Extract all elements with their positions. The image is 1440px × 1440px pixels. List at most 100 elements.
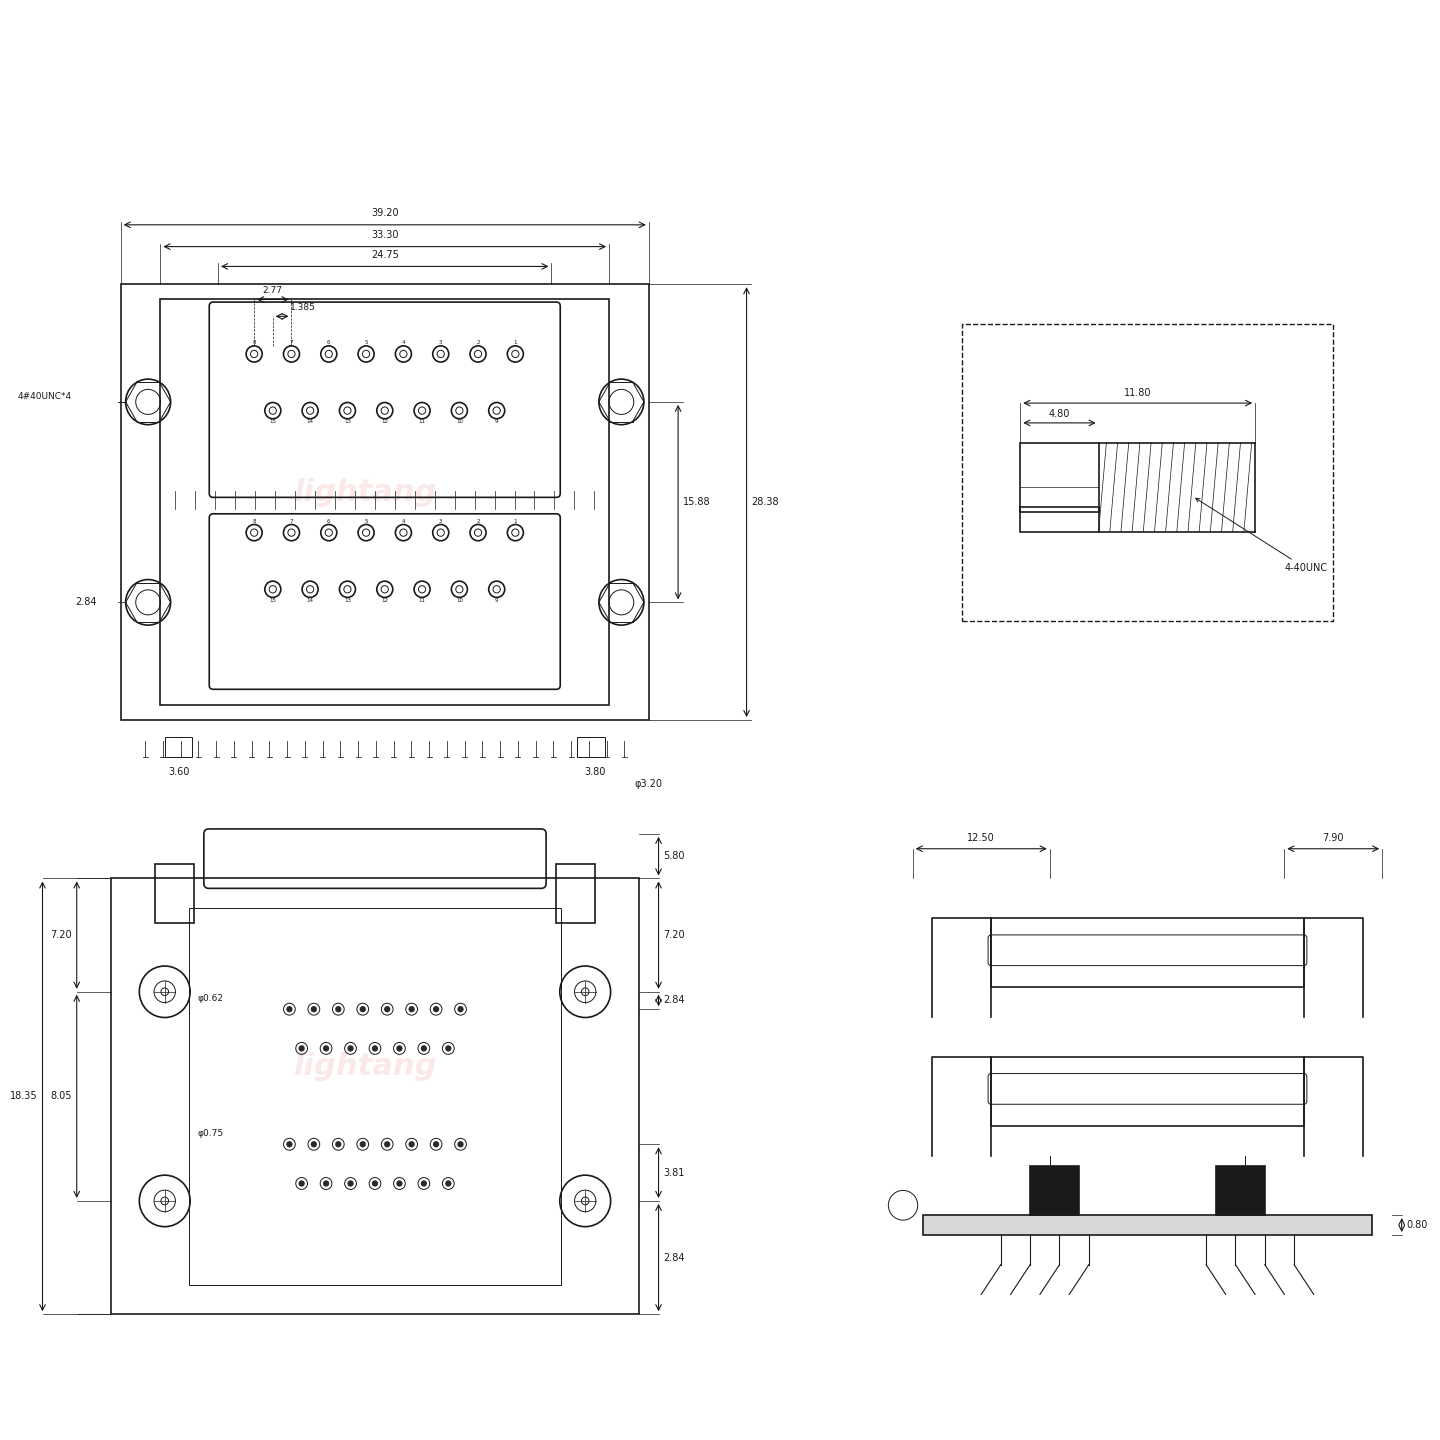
Text: 7.20: 7.20 [664, 930, 685, 940]
Text: 4: 4 [402, 340, 405, 346]
Text: 10: 10 [456, 598, 462, 603]
Circle shape [311, 1140, 317, 1148]
Text: lightang: lightang [294, 1053, 436, 1081]
Text: 10: 10 [456, 419, 462, 425]
Circle shape [396, 1045, 403, 1051]
Circle shape [409, 1007, 415, 1012]
Circle shape [360, 1140, 366, 1148]
Bar [1215, 1165, 1264, 1215]
Circle shape [458, 1140, 464, 1148]
Bar [1021, 507, 1099, 531]
Circle shape [323, 1181, 330, 1187]
Circle shape [420, 1045, 428, 1051]
Bar [156, 864, 194, 923]
Text: 11: 11 [419, 419, 426, 425]
Circle shape [433, 1007, 439, 1012]
Bar [1030, 1165, 1079, 1215]
Bar [189, 909, 560, 1284]
Circle shape [298, 1181, 305, 1187]
Circle shape [372, 1181, 379, 1187]
Text: 24.75: 24.75 [372, 251, 399, 261]
Text: 3.80: 3.80 [585, 766, 606, 776]
Text: 2.77: 2.77 [264, 285, 282, 295]
Circle shape [298, 1045, 305, 1051]
Text: 0.80: 0.80 [1407, 1220, 1428, 1230]
Text: 2.84: 2.84 [664, 995, 685, 1005]
Circle shape [433, 1140, 439, 1148]
Circle shape [445, 1181, 452, 1187]
Text: 14: 14 [307, 598, 314, 603]
Text: 12: 12 [382, 419, 389, 425]
Text: φ0.62: φ0.62 [197, 994, 223, 1004]
Bar [160, 300, 609, 706]
Text: 5: 5 [364, 518, 367, 524]
Text: 6: 6 [327, 340, 331, 346]
Bar [923, 1215, 1372, 1236]
Text: 2.84: 2.84 [75, 598, 96, 608]
Text: 6: 6 [327, 518, 331, 524]
Circle shape [384, 1007, 390, 1012]
Text: φ3.20: φ3.20 [634, 779, 662, 789]
Bar [164, 737, 192, 756]
Text: 13: 13 [344, 598, 351, 603]
Circle shape [445, 1045, 452, 1051]
Circle shape [360, 1007, 366, 1012]
Text: 1: 1 [514, 518, 517, 524]
Bar [1021, 442, 1099, 513]
Text: 14: 14 [307, 419, 314, 425]
Circle shape [287, 1007, 292, 1012]
Text: 15: 15 [269, 598, 276, 603]
Text: 2.84: 2.84 [664, 1253, 685, 1263]
Text: 12.50: 12.50 [968, 832, 995, 842]
Circle shape [420, 1181, 428, 1187]
Text: 5.80: 5.80 [664, 851, 685, 861]
Text: 15: 15 [269, 419, 276, 425]
Text: 8: 8 [252, 340, 256, 346]
Text: 3: 3 [439, 340, 442, 346]
Bar [991, 919, 1305, 988]
Text: 7.20: 7.20 [50, 930, 72, 940]
Text: 7: 7 [289, 340, 294, 346]
Text: 33.30: 33.30 [372, 229, 399, 239]
Text: φ0.75: φ0.75 [197, 1129, 223, 1139]
Bar [111, 878, 639, 1315]
Text: 3.81: 3.81 [664, 1168, 685, 1178]
Text: 8.05: 8.05 [50, 1092, 72, 1102]
Text: 13: 13 [344, 419, 351, 425]
Text: 4.80: 4.80 [1048, 409, 1070, 419]
Text: 2: 2 [477, 340, 480, 346]
Circle shape [458, 1007, 464, 1012]
Text: lightang: lightang [294, 478, 436, 507]
Circle shape [347, 1181, 354, 1187]
Circle shape [372, 1045, 379, 1051]
Bar [577, 737, 605, 756]
Text: 3: 3 [439, 518, 442, 524]
Circle shape [287, 1140, 292, 1148]
Circle shape [311, 1007, 317, 1012]
Bar [962, 324, 1333, 621]
Circle shape [347, 1045, 354, 1051]
Text: 7: 7 [289, 518, 294, 524]
Text: 11: 11 [419, 598, 426, 603]
Bar [121, 284, 649, 720]
Text: 15.88: 15.88 [683, 497, 710, 507]
Text: 18.35: 18.35 [10, 1092, 37, 1102]
Text: 39.20: 39.20 [372, 207, 399, 217]
Text: 7.90: 7.90 [1322, 832, 1344, 842]
Circle shape [336, 1140, 341, 1148]
Text: 12: 12 [382, 598, 389, 603]
Circle shape [396, 1181, 403, 1187]
Circle shape [323, 1045, 330, 1051]
Text: 3.60: 3.60 [168, 766, 190, 776]
Text: 2: 2 [477, 518, 480, 524]
Text: 28.38: 28.38 [752, 497, 779, 507]
Circle shape [384, 1140, 390, 1148]
Bar [556, 864, 595, 923]
Text: 1.385: 1.385 [289, 304, 315, 312]
Text: 9: 9 [495, 598, 498, 603]
Text: 4-40UNC: 4-40UNC [1195, 498, 1328, 573]
Text: 8: 8 [252, 518, 256, 524]
Bar [991, 1057, 1305, 1126]
Text: 9: 9 [495, 419, 498, 425]
Circle shape [409, 1140, 415, 1148]
